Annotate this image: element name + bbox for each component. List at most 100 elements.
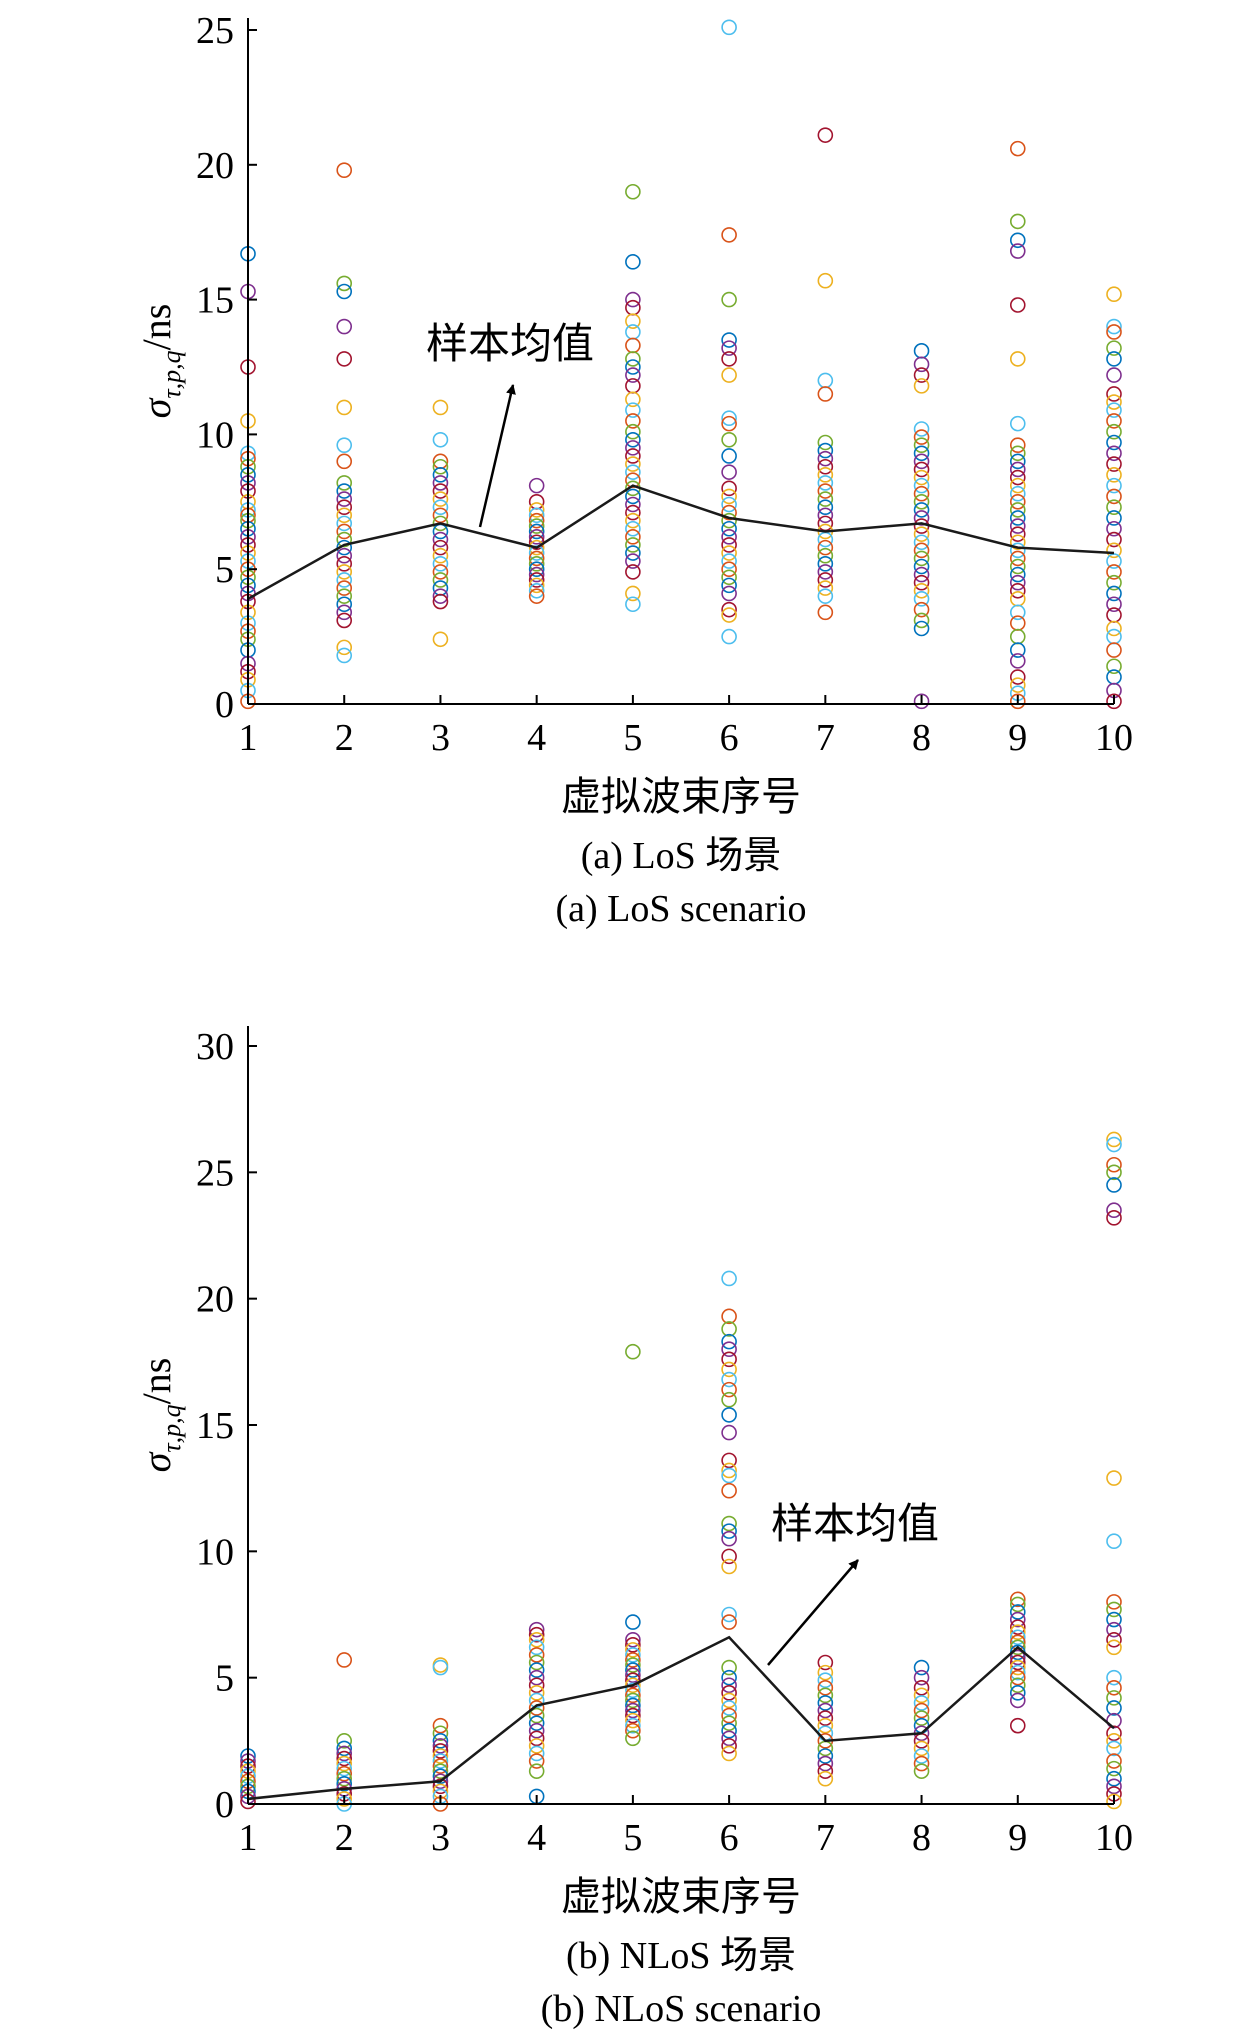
scatter-point bbox=[1106, 1210, 1122, 1226]
scatter-point bbox=[721, 1391, 737, 1408]
scatter-point bbox=[528, 1639, 545, 1656]
scatter-point bbox=[721, 415, 737, 432]
scatter-point bbox=[721, 1692, 737, 1709]
scatter-point bbox=[625, 448, 641, 464]
scatter-point bbox=[336, 515, 353, 532]
x-tick-label: 7 bbox=[816, 1817, 835, 1859]
scatter-point bbox=[721, 1351, 737, 1368]
scatter-point bbox=[913, 1740, 930, 1757]
scatter-point bbox=[528, 523, 545, 540]
scatter-point bbox=[817, 547, 834, 564]
scatter-point bbox=[528, 1621, 545, 1638]
scatter-point bbox=[1009, 566, 1026, 583]
scatter-point bbox=[721, 340, 737, 356]
scatter-point bbox=[432, 564, 449, 580]
scatter-point bbox=[336, 499, 353, 515]
scatter-point bbox=[528, 1626, 545, 1643]
scatter-point bbox=[1009, 502, 1026, 518]
scatter-point bbox=[625, 402, 641, 418]
y-axis-label-b: στ,p,q/ns bbox=[134, 1358, 186, 1473]
scatter-point bbox=[817, 1710, 834, 1726]
scatter-point bbox=[625, 291, 641, 308]
scatter-point bbox=[528, 1722, 545, 1739]
scatter-point bbox=[625, 431, 641, 448]
scatter-point bbox=[1106, 1700, 1122, 1716]
scatter-point bbox=[336, 351, 353, 367]
mean-annotation-b: 样本均值 bbox=[771, 1502, 939, 1548]
scatter-point bbox=[528, 518, 545, 534]
scatter-point bbox=[721, 1548, 737, 1565]
scatter-point bbox=[1106, 1136, 1122, 1153]
scatter-point bbox=[432, 531, 449, 548]
scatter-point bbox=[625, 520, 641, 537]
scatter-point bbox=[721, 1270, 737, 1287]
scatter-point bbox=[817, 604, 834, 621]
scatter-point bbox=[721, 1715, 737, 1731]
scatter-point bbox=[817, 1664, 834, 1681]
scatter-point bbox=[432, 507, 449, 524]
scatter-point bbox=[1009, 615, 1026, 631]
scatter-point bbox=[1009, 642, 1026, 658]
scatter-point bbox=[721, 520, 737, 537]
scatter-point bbox=[625, 1692, 641, 1709]
scatter-point bbox=[336, 647, 353, 664]
scatter-point bbox=[1106, 1770, 1122, 1787]
scatter-point bbox=[913, 1669, 930, 1686]
scatter-point bbox=[1106, 351, 1122, 367]
scatter-point bbox=[817, 1702, 834, 1719]
scatter-point bbox=[913, 1748, 930, 1764]
y-tick-label: 5 bbox=[215, 549, 234, 591]
scatter-point bbox=[1009, 1619, 1026, 1635]
scatter-point bbox=[625, 585, 641, 602]
scatter-point bbox=[528, 1662, 545, 1678]
scatter-point bbox=[336, 1733, 353, 1749]
scatter-point bbox=[528, 1631, 545, 1648]
scatter-point bbox=[721, 1371, 737, 1388]
scatter-point bbox=[817, 499, 834, 515]
scatter-point bbox=[1009, 582, 1026, 599]
scatter-point bbox=[817, 483, 834, 499]
scatter-point bbox=[336, 1652, 353, 1668]
scatter-point bbox=[1106, 596, 1122, 613]
scatter-point bbox=[528, 545, 545, 561]
scatter-point bbox=[336, 507, 353, 524]
scatter-point bbox=[913, 550, 930, 567]
scatter-point bbox=[1106, 499, 1122, 515]
scatter-point bbox=[721, 1321, 737, 1337]
x-tick-label: 3 bbox=[431, 717, 450, 759]
y-tick-label: 20 bbox=[196, 145, 234, 187]
scatter-point bbox=[1009, 493, 1026, 510]
scatter-point bbox=[1106, 628, 1122, 645]
scatter-point bbox=[625, 1682, 641, 1699]
scatter-point bbox=[1106, 1131, 1122, 1148]
scatter-point bbox=[1106, 286, 1122, 303]
scatter-point bbox=[817, 1672, 834, 1688]
scatter-point bbox=[817, 458, 834, 475]
scatter-point bbox=[1009, 1664, 1026, 1681]
y-axis-label-a: στ,p,q/ns bbox=[134, 304, 186, 419]
scatter-point bbox=[817, 572, 834, 588]
scatter-point bbox=[1009, 1624, 1026, 1640]
scatter-point bbox=[625, 464, 641, 480]
scatter-point bbox=[721, 1308, 737, 1325]
scatter-point bbox=[528, 502, 545, 518]
scatter-point bbox=[1009, 628, 1026, 645]
x-tick-label: 4 bbox=[527, 717, 546, 759]
y-tick-label: 25 bbox=[196, 10, 234, 52]
scatter-point bbox=[817, 1679, 834, 1696]
scatter-point bbox=[913, 620, 930, 637]
scatter-point bbox=[913, 445, 930, 462]
scatter-point bbox=[721, 561, 737, 578]
scatter-point bbox=[1009, 1654, 1026, 1671]
scatter-point bbox=[1106, 520, 1122, 537]
scatter-point bbox=[913, 1763, 930, 1779]
scatter-point bbox=[432, 556, 449, 572]
scatter-point bbox=[625, 1652, 641, 1668]
scatter-point bbox=[1009, 1685, 1026, 1701]
scatter-point bbox=[1106, 1631, 1122, 1648]
scatter-point bbox=[625, 1697, 641, 1714]
scatter-point bbox=[625, 391, 641, 408]
scatter-point bbox=[336, 531, 353, 548]
scatter-point bbox=[1106, 340, 1122, 356]
scatter-point bbox=[913, 1702, 930, 1719]
